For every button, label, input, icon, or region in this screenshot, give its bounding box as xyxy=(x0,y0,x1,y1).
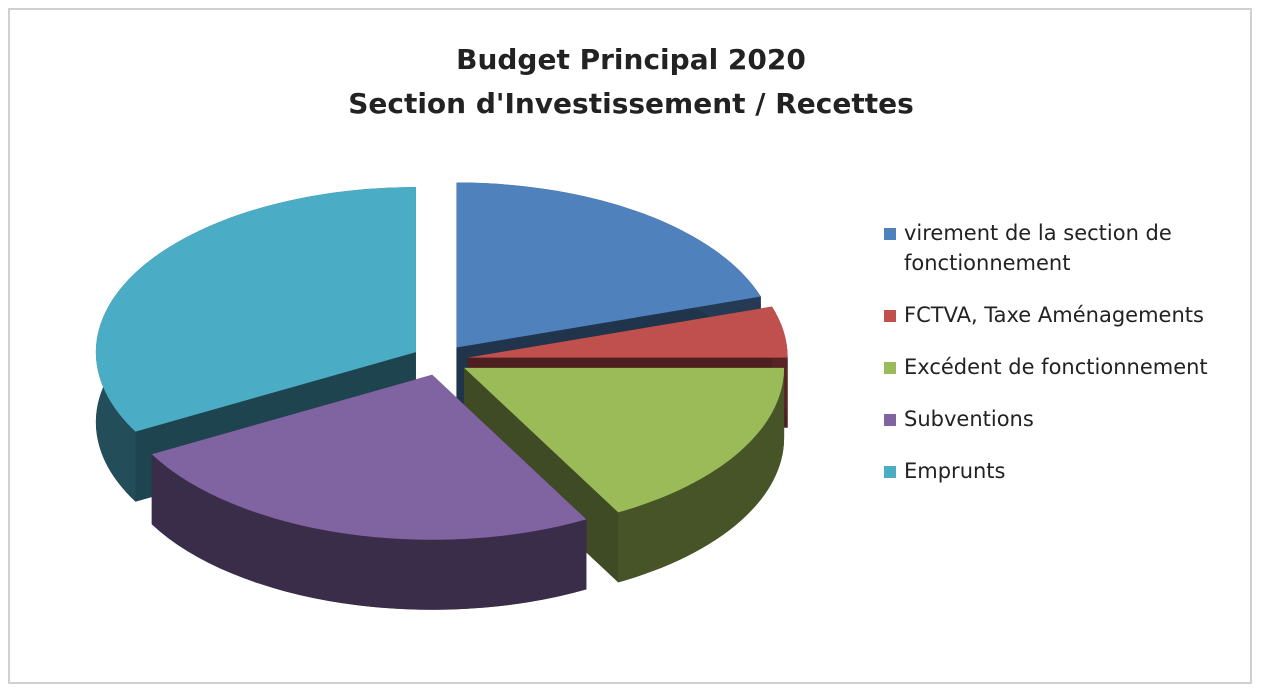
slice-outer-wall xyxy=(151,454,587,610)
legend-label: Emprunts xyxy=(904,459,1006,483)
legend-swatch xyxy=(884,466,896,478)
legend-swatch xyxy=(884,310,896,322)
title-line: Budget Principal 2020 xyxy=(456,43,806,76)
legend-item: Subventions xyxy=(884,404,1224,434)
slice xyxy=(456,182,761,348)
chart-frame xyxy=(8,8,1252,684)
legend-label: FCTVA, Taxe Aménagements xyxy=(904,303,1204,327)
legend-swatch xyxy=(884,228,896,240)
legend: virement de la section de fonctionnement… xyxy=(884,218,1224,508)
legend-label: Subventions xyxy=(904,407,1034,431)
chart-title: Budget Principal 2020 Section d'Investis… xyxy=(0,38,1262,126)
legend-swatch xyxy=(884,414,896,426)
slice xyxy=(467,306,788,358)
title-line: Section d'Investissement / Recettes xyxy=(348,87,914,120)
slice xyxy=(464,367,785,513)
slice xyxy=(95,187,416,432)
slice-outer-wall xyxy=(618,367,785,583)
legend-item: Excédent de fonctionnement xyxy=(884,352,1224,382)
legend-label: Excédent de fonctionnement xyxy=(904,355,1208,379)
slice xyxy=(151,374,587,540)
legend-item: FCTVA, Taxe Aménagements xyxy=(884,300,1224,330)
legend-label: virement de la section de fonctionnement xyxy=(904,221,1172,275)
legend-swatch xyxy=(884,362,896,374)
legend-item: virement de la section de fonctionnement xyxy=(884,218,1224,278)
legend-item: Emprunts xyxy=(884,456,1224,486)
